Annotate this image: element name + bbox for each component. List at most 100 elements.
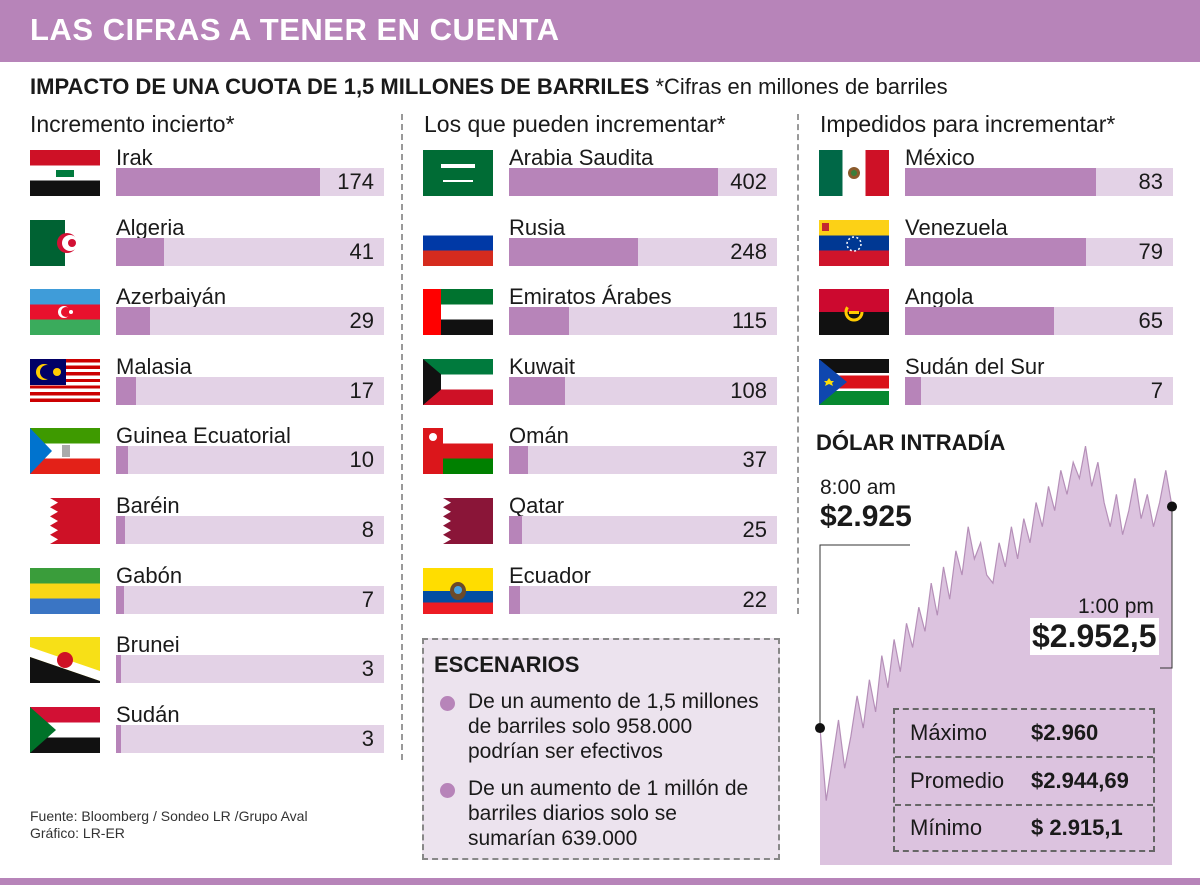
bar-label: Brunei — [116, 632, 180, 657]
bar-row: Sudán del Sur 7 — [819, 354, 1179, 419]
bar-row: México 83 — [819, 145, 1179, 210]
bar-track: 41 — [116, 238, 384, 266]
bar — [905, 377, 921, 405]
flag-icon — [423, 220, 493, 266]
bullet-icon — [440, 783, 455, 798]
bar-value: 37 — [742, 447, 767, 472]
bar-value: 248 — [730, 239, 767, 264]
column-title-cannot-increase: Impedidos para incrementar* — [820, 111, 1116, 137]
stat-value: $2.944,69 — [1031, 768, 1129, 793]
bar — [116, 655, 121, 683]
column-title-can-increase: Los que pueden incrementar* — [424, 111, 726, 137]
flag-icon — [423, 150, 493, 196]
stat-value: $2.960 — [1031, 720, 1099, 745]
flag-icon — [819, 150, 889, 196]
bar-label: Guinea Ecuatorial — [116, 423, 291, 448]
bottom-bar — [0, 878, 1200, 885]
bar-label: Venezuela — [905, 215, 1008, 240]
credit-line: Gráfico: LR-ER — [30, 825, 125, 841]
bar-row: Ecuador 22 — [423, 563, 783, 628]
scenario-item: De un aumento de 1,5 millones de barrile… — [468, 690, 759, 763]
bar-label: Rusia — [509, 215, 566, 240]
bar-label: Angola — [905, 284, 974, 309]
flag-icon — [423, 428, 493, 474]
flag-icon — [423, 568, 493, 614]
bar — [116, 446, 128, 474]
bar-track: 83 — [905, 168, 1173, 196]
bar — [509, 377, 565, 405]
page-title: LAS CIFRAS A TENER EN CUENTA — [30, 12, 560, 47]
flag-icon — [30, 359, 100, 405]
bar-label: Irak — [116, 145, 153, 170]
bar-value: 3 — [361, 726, 374, 751]
bar-value: 83 — [1138, 169, 1163, 194]
flag-icon — [423, 289, 493, 335]
bullet-icon — [440, 696, 455, 711]
bar — [116, 168, 320, 196]
bar-row: Brunei 3 — [30, 632, 390, 697]
start-price: $2.925 — [820, 500, 912, 533]
bar-label: Emiratos Árabes — [509, 284, 672, 309]
bar-row: Baréin 8 — [30, 493, 390, 558]
bar — [116, 516, 125, 544]
bar — [905, 307, 1054, 335]
bar-track: 248 — [509, 238, 777, 266]
bar-row: Gabón 7 — [30, 563, 390, 628]
price-area — [820, 446, 1172, 865]
bar — [509, 168, 718, 196]
bar-row: Guinea Ecuatorial 10 — [30, 423, 390, 488]
dolar-chart-title: DÓLAR INTRADÍA — [816, 430, 1006, 455]
bar-track: 22 — [509, 586, 777, 614]
price-line — [819, 445, 1173, 801]
flag-icon — [30, 568, 100, 614]
bar-track: 174 — [116, 168, 384, 196]
bar-value: 108 — [730, 378, 767, 403]
bar — [116, 307, 150, 335]
flag-icon — [819, 220, 889, 266]
stat-min: Mínimo $ 2.915,1 — [895, 805, 1153, 851]
column-divider — [797, 114, 799, 614]
bar-track: 7 — [116, 586, 384, 614]
column-title-uncertain: Incremento incierto* — [30, 111, 235, 137]
bar-track: 10 — [116, 446, 384, 474]
bar-row: Qatar 25 — [423, 493, 783, 558]
start-time: 8:00 am — [820, 476, 896, 499]
bar-value: 25 — [742, 517, 767, 542]
bar-value: 7 — [361, 587, 374, 612]
bar — [509, 516, 522, 544]
bar-row: Omán 37 — [423, 423, 783, 488]
bar-track: 3 — [116, 725, 384, 753]
bar-track: 25 — [509, 516, 777, 544]
bar-label: Algeria — [116, 215, 185, 240]
scenario-item: De un aumento de 1 millón de barriles di… — [468, 777, 749, 850]
bar-label: Azerbaiyán — [116, 284, 227, 309]
flag-icon — [30, 289, 100, 335]
bar-value: 17 — [349, 378, 374, 403]
bar-row: Rusia 248 — [423, 215, 783, 280]
bar-row: Malasia 17 — [30, 354, 390, 419]
stat-value: $ 2.915,1 — [1031, 815, 1123, 840]
bar-track: 29 — [116, 307, 384, 335]
flag-icon — [819, 289, 889, 335]
bar-value: 402 — [730, 169, 767, 194]
scenarios-title: ESCENARIOS — [434, 652, 580, 677]
bar-row: Kuwait 108 — [423, 354, 783, 419]
bar-value: 3 — [361, 656, 374, 681]
subtitle-note: *Cifras en millones de barriles — [655, 74, 948, 99]
start-leader — [819, 544, 910, 729]
flag-icon — [423, 498, 493, 544]
flag-icon — [30, 150, 100, 196]
flag-icon — [423, 359, 493, 405]
bar-track: 7 — [905, 377, 1173, 405]
bar — [509, 307, 569, 335]
source-line: Fuente: Bloomberg / Sondeo LR /Grupo Ava… — [30, 808, 308, 824]
stat-label: Máximo — [910, 720, 988, 745]
bar — [509, 586, 520, 614]
bar — [116, 238, 164, 266]
bar — [116, 586, 124, 614]
flag-icon — [30, 220, 100, 266]
bar-value: 65 — [1138, 308, 1163, 333]
bar-label: México — [905, 145, 975, 170]
start-point — [815, 723, 825, 734]
stat-label: Promedio — [910, 768, 1005, 793]
